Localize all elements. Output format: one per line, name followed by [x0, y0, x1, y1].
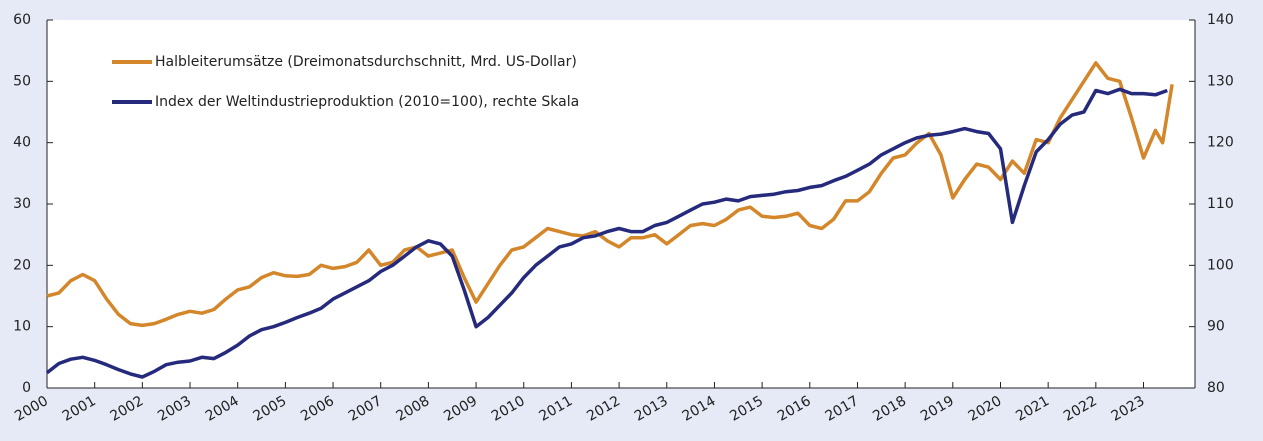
x-tick-label: 2010: [489, 393, 528, 425]
series-line: [45, 87, 1168, 379]
x-tick-label: 2000: [12, 393, 51, 425]
y-tick-label: 30: [13, 196, 31, 212]
x-tick-label: 2012: [584, 393, 623, 425]
x-tick-label: 2014: [680, 393, 719, 425]
y2-tick-label: 120: [1207, 135, 1234, 151]
x-tick-label: 2009: [441, 393, 480, 425]
x-tick-label: 2003: [155, 393, 194, 425]
x-tick-label: 2016: [775, 393, 814, 425]
x-tick-label: 2008: [394, 393, 433, 425]
y-tick-label: 20: [13, 257, 31, 273]
x-tick-label: 2021: [1013, 393, 1052, 425]
x-tick-label: 2019: [918, 393, 957, 425]
legend-text: Index der Weltindustrieproduktion (2010=…: [155, 94, 579, 110]
x-tick-label: 2015: [727, 393, 766, 425]
x-tick-label: 2018: [870, 393, 909, 425]
y2-tick-label: 110: [1207, 196, 1234, 212]
y2-tick-label: 130: [1207, 73, 1234, 89]
y2-tick-label: 100: [1207, 257, 1234, 273]
y2-tick-label: 80: [1207, 380, 1225, 396]
x-tick-label: 2013: [632, 393, 671, 425]
x-tick-label: 2004: [203, 393, 242, 425]
y-tick-label: 0: [22, 380, 31, 396]
x-tick-label: 2006: [298, 393, 337, 425]
series-line: [46, 61, 1174, 328]
x-tick-label: 2005: [251, 393, 290, 425]
x-tick-label: 2001: [60, 393, 99, 425]
y-tick-label: 40: [13, 135, 31, 151]
x-tick-label: 2017: [823, 393, 862, 425]
y-tick-label: 10: [13, 319, 31, 335]
x-tick-label: 2011: [537, 393, 576, 425]
x-tick-label: 2007: [346, 393, 385, 425]
y2-tick-label: 90: [1207, 319, 1225, 335]
x-tick-label: 2022: [1061, 393, 1100, 425]
x-tick-label: 2023: [1109, 393, 1148, 425]
y2-tick-label: 140: [1207, 12, 1234, 28]
x-tick-label: 2002: [107, 393, 146, 425]
y-tick-label: 50: [13, 73, 31, 89]
y-tick-label: 60: [13, 12, 31, 28]
plot-area: [47, 20, 1195, 388]
legend-text: Halbleiterumsätze (Dreimonatsdurchschnit…: [155, 54, 577, 70]
x-tick-label: 2020: [966, 393, 1005, 425]
